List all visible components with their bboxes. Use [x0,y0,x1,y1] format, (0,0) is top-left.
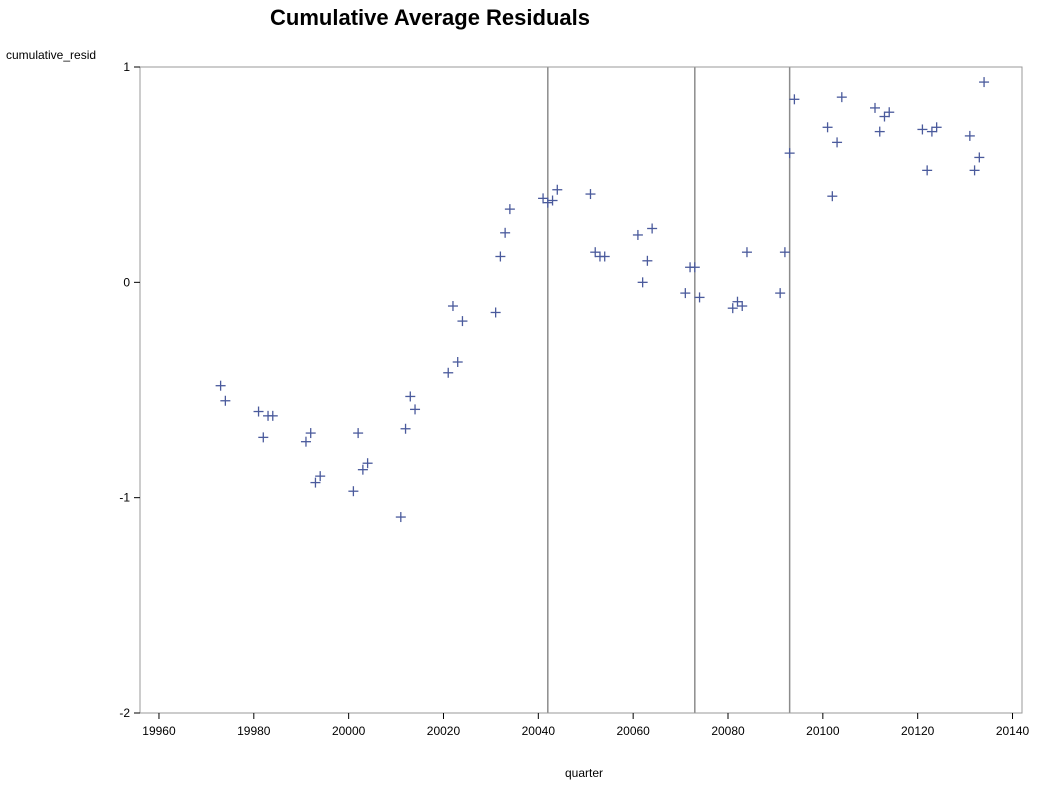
data-point [694,292,705,303]
data-point [689,262,700,273]
data-point [253,406,264,417]
data-point [405,391,416,402]
y-tick-label: 0 [123,275,130,289]
data-point [775,288,786,299]
x-tick-label: 20020 [427,724,461,738]
data-point [552,184,563,195]
data-point [410,404,421,415]
y-tick-label: -1 [119,491,130,505]
x-tick-label: 20140 [996,724,1030,738]
data-point [784,148,795,159]
data-point [310,477,321,488]
x-axis-label: quarter [565,766,603,780]
data-point [884,107,895,118]
data-point [215,380,226,391]
x-tick-label: 20060 [616,724,650,738]
data-point [737,301,748,312]
reference-lines [547,67,791,713]
data-point [870,102,880,113]
data-point [832,137,843,148]
data-point [353,428,364,439]
data-point [836,92,847,103]
data-point [547,195,558,206]
y-axis-ticks: -2 -1 0 1 [119,60,140,720]
data-point [827,191,838,202]
x-tick-label: 20040 [522,724,556,738]
data-point [822,122,833,133]
data-point [779,247,790,258]
x-tick-label: 20100 [806,724,840,738]
data-point [642,255,653,266]
data-point [395,512,406,523]
data-point [348,486,359,497]
data-point [741,247,752,258]
data-point [538,193,549,204]
y-tick-label: -2 [119,706,130,720]
x-tick-label: 20120 [901,724,935,738]
data-point [879,111,890,122]
data-point [585,189,596,200]
chart-title: Cumulative Average Residuals [270,5,590,30]
data-point [305,428,316,439]
data-point [974,152,985,163]
data-point [300,436,311,447]
data-point [727,303,738,314]
data-point [922,165,933,176]
y-axis-label: cumulative_resid [6,48,96,62]
data-point [637,277,648,288]
data-point [457,316,468,327]
data-point [926,126,937,137]
data-point [443,367,454,378]
data-points [215,77,990,523]
data-point [632,229,643,240]
data-point [969,165,980,176]
data-point [732,296,743,307]
data-point [680,288,691,299]
data-point [931,122,942,133]
x-tick-label: 20080 [711,724,745,738]
data-point [258,432,269,443]
data-point [917,124,928,135]
data-point [447,301,458,312]
data-point [452,357,463,368]
y-tick-label: 1 [123,60,130,74]
x-axis-ticks: 19960 19980 20000 20020 20040 20060 20080 20100… [142,713,1030,738]
x-tick-label: 19980 [237,724,271,738]
data-point [495,251,506,262]
data-point [362,458,373,469]
data-point [400,423,411,434]
x-tick-label: 20000 [332,724,366,738]
data-point [315,471,326,482]
data-point [220,395,231,406]
data-point [789,94,800,105]
plot-frame [139,66,1023,714]
x-tick-label: 19960 [142,724,176,738]
data-point [964,130,975,141]
data-point [357,464,368,475]
data-point [979,77,990,88]
data-point [490,307,501,318]
data-point [500,227,511,238]
data-point [267,410,278,421]
data-point [874,126,885,137]
data-point [599,251,610,262]
plot-area-border [139,66,1023,714]
data-point [542,197,553,208]
data-point [590,247,601,258]
data-point [647,223,658,234]
data-point [504,204,515,215]
